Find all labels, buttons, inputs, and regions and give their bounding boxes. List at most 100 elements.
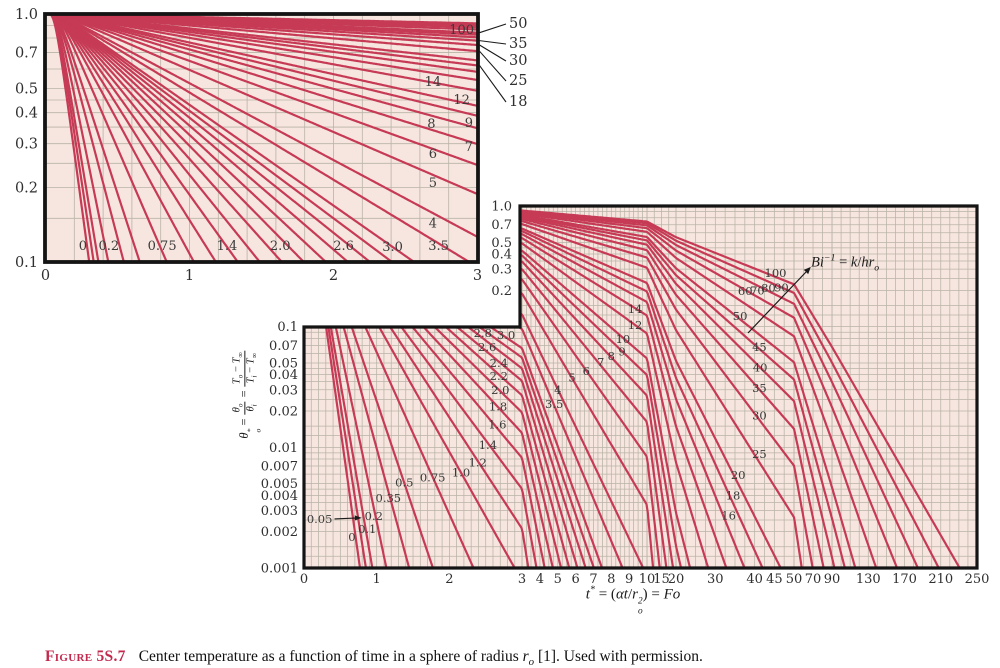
- curve-bi-inv-20: [45, 14, 478, 62]
- main-curve-label: 2.2: [490, 369, 508, 383]
- main-x-tick-label: 9: [625, 572, 633, 587]
- main-curve-label: 2.0: [491, 383, 509, 397]
- curve-bi-inv-12: [45, 14, 478, 92]
- main-curve-label: 6: [583, 364, 590, 378]
- main-y-tick-label: 0.2: [491, 284, 512, 299]
- main-y-tick-label: 0.005: [261, 477, 298, 492]
- main-curve-label: 18: [726, 488, 741, 502]
- main-curve-label: 1.2: [469, 455, 487, 469]
- curve-bi-inv-2.6: [45, 14, 372, 262]
- main-curve-label: 1.4: [479, 438, 497, 452]
- main-curve-label: 0.75: [420, 471, 446, 485]
- leader-line: [334, 517, 358, 520]
- caption-r-symbol: r: [522, 647, 529, 665]
- main-y-tick-label: 0.3: [491, 263, 512, 278]
- main-y-tick-label: 0.04: [269, 368, 298, 383]
- inset-leader-line: [479, 65, 507, 103]
- curve-bi-inv-0.5: [45, 14, 141, 262]
- curve-bi-inv-10: [45, 14, 478, 107]
- inset-curve-label: 1.4: [217, 239, 238, 254]
- curve-bi-inv-1.2: [45, 14, 218, 262]
- inset-chart: 0 1 2 31.00.70.50.40.30.20.10 0.2 0.75 1.4 2.0 2…: [15, 7, 528, 284]
- curve-bi-inv-8: [45, 14, 478, 130]
- main-curve-label: 20: [731, 468, 746, 482]
- main-curve-label: 10: [616, 332, 631, 346]
- main-curve-label: 0.35: [376, 491, 402, 505]
- inset-y-tick-label: 1.0: [15, 7, 38, 23]
- figure-label: Figure 5S.7: [45, 647, 126, 665]
- main-curve-label: 100: [765, 266, 787, 280]
- main-x-tick-label: 40: [746, 572, 763, 587]
- main-curve-label: 45: [752, 340, 767, 354]
- main-y-tick-label: 0.7: [491, 218, 512, 233]
- inset-curve-label: 9: [465, 116, 473, 131]
- main-curve-label: 2.4: [490, 356, 508, 370]
- inset-curve-label: 8: [427, 117, 435, 132]
- caption-r-subscript: o: [528, 655, 535, 668]
- inset-leader-line: [479, 44, 507, 62]
- inset-outside-label: 18: [509, 94, 527, 110]
- curve-bi-inv-2: [45, 14, 306, 262]
- main-x-tick-label: 250: [965, 572, 990, 587]
- inset-curves: [45, 14, 478, 262]
- curve-bi-inv-7: [45, 14, 478, 146]
- inset-leader-line: [479, 40, 507, 45]
- leader-arrowhead: [354, 515, 362, 521]
- inset-y-tick-label: 0.1: [15, 255, 38, 271]
- main-curve-label: 60: [738, 284, 753, 298]
- inset-x-tick-label: 1: [185, 268, 194, 284]
- inset-curve-label: 2.0: [270, 239, 291, 254]
- inset-curve-label: 3.0: [382, 240, 403, 255]
- inset-outside-label: 30: [509, 53, 527, 69]
- main-y-tick-label: 0.004: [261, 489, 298, 504]
- curve-bi-inv-2.2: [45, 14, 328, 262]
- inset-curve-label: 0: [79, 239, 87, 254]
- curve-bi-inv-5: [45, 14, 478, 196]
- inset-curve-label: 5: [429, 176, 437, 191]
- inset-x-tick-label: 0: [41, 268, 50, 284]
- curve-bi-inv-1.6: [45, 14, 262, 262]
- main-curve-label: 7: [597, 355, 604, 369]
- main-y-tick-label: 0.007: [261, 460, 298, 475]
- main-curve-label: 5: [568, 370, 575, 384]
- main-x-tick-label: 130: [856, 572, 881, 587]
- bi-arrowhead: [803, 266, 811, 275]
- curve-bi-inv-1.8: [45, 14, 284, 262]
- bi-annotation-arrow: [747, 271, 807, 334]
- curve-bi-inv-2.8: [45, 14, 394, 262]
- caption-body-2: [1]. Used with permission.: [534, 647, 703, 665]
- main-curve-label: 0.2: [365, 509, 383, 523]
- main-curve-label: 14: [628, 302, 643, 316]
- main-curve-label: 4: [554, 383, 561, 397]
- curve-bi-inv-3: [45, 14, 416, 262]
- main-plot-area: [304, 206, 977, 568]
- main-curve-label: 25: [752, 447, 767, 461]
- main-curve-label: 80: [761, 281, 776, 295]
- curve-bi-inv-0.35: [45, 14, 125, 262]
- main-curve-label: 35: [752, 381, 767, 395]
- main-curve-label: 70: [750, 283, 765, 297]
- main-x-tick-label: 10: [639, 572, 656, 587]
- inset-outside-label: 35: [509, 36, 527, 52]
- main-x-tick-label: 45: [766, 572, 783, 587]
- main-x-tick-label: 5: [554, 572, 562, 587]
- main-curve-label: 1.8: [489, 399, 507, 413]
- inset-curve-label: 6: [429, 147, 437, 162]
- main-curve-label: 0.5: [395, 476, 413, 490]
- main-x-tick-label: 210: [928, 572, 953, 587]
- main-x-tick-label: 50: [786, 572, 803, 587]
- inset-x-tick-label: 3: [473, 268, 482, 284]
- figure-caption: Figure 5S.7 Center temperature as a funct…: [45, 648, 703, 668]
- main-x-tick-label: 8: [607, 572, 615, 587]
- inset-y-tick-label: 0.3: [15, 137, 38, 153]
- inset-curve-label: 100: [449, 23, 474, 38]
- main-curve-label: 2.8: [474, 326, 492, 340]
- curve-bi-inv-3.5: [45, 14, 472, 262]
- curve-bi-inv-1.4: [45, 14, 240, 262]
- main-y-tick-label: 1.0: [491, 200, 512, 215]
- main-x-tick-label: 1: [373, 572, 381, 587]
- curve-bi-inv-4: [45, 14, 478, 238]
- main-x-tick-label: 170: [892, 572, 917, 587]
- inset-y-tick-label: 0.4: [15, 106, 38, 122]
